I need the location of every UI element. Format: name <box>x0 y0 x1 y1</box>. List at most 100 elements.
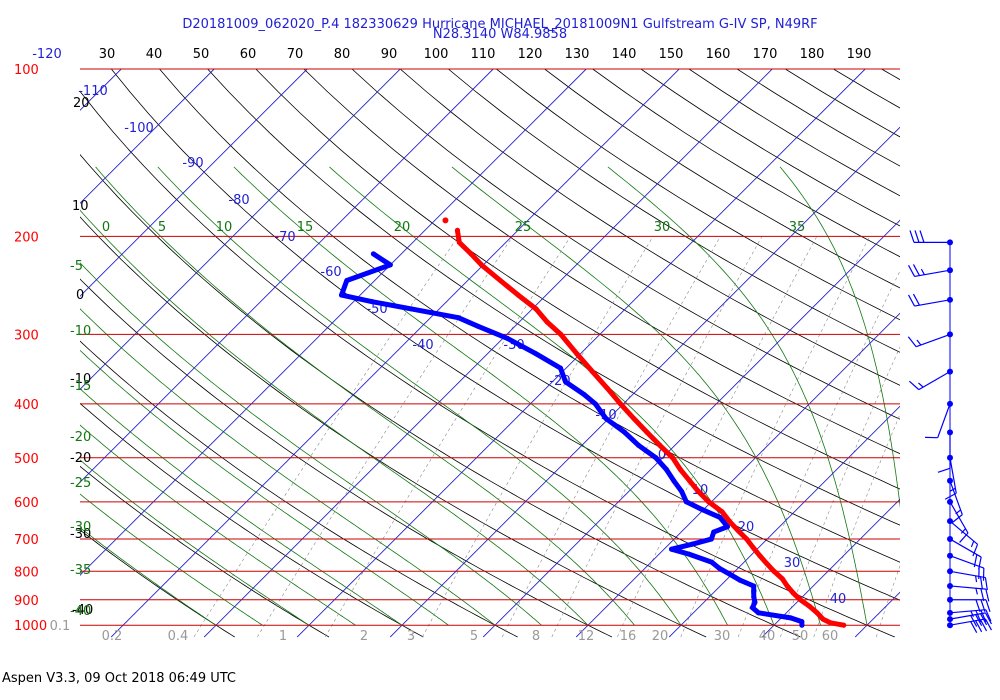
top-axis-label: 40 <box>146 47 163 62</box>
mixing-ratio-label: 2 <box>360 629 368 644</box>
moist-adiabat-line <box>80 262 542 626</box>
dewpoint-profile-point <box>636 442 642 448</box>
wind-barb <box>937 429 953 473</box>
moist-adiabat-line <box>80 493 263 626</box>
isotherm-line <box>80 69 494 483</box>
wind-barb-feather <box>907 294 916 307</box>
moist-adiabat-top-label: 0 <box>102 220 110 235</box>
mixing-ratio-line <box>922 236 1000 637</box>
mixing-ratio-line <box>617 236 818 638</box>
isotherm-line <box>80 69 401 390</box>
wind-barb-feather <box>959 532 969 543</box>
isotherm-label: -40 <box>412 338 433 353</box>
dry-adiabat-label: 20 <box>73 96 90 111</box>
dewpoint-profile-point <box>408 306 414 312</box>
isobar-label-500: 500 <box>14 452 39 467</box>
dewpoint-profile-point <box>686 551 692 557</box>
wind-barb <box>908 368 953 391</box>
moist-adiabat-top-label: 30 <box>654 220 671 235</box>
wind-barb-station-dot <box>947 239 953 246</box>
wind-barb-station-dot <box>947 622 953 629</box>
moist-adiabat-left-label: -40 <box>70 604 91 619</box>
moist-adiabat-top-label: 15 <box>297 220 314 235</box>
wind-barb <box>947 536 982 570</box>
top-axis-label: 90 <box>381 47 398 62</box>
wind-barb-station-dot <box>947 331 953 338</box>
temperature-profile-point <box>735 527 741 533</box>
dry-adiabat-line <box>736 69 900 167</box>
dry-adiabat-line <box>159 69 900 563</box>
temperature-profile-point <box>687 478 693 484</box>
wind-barb-feather <box>944 492 957 500</box>
wind-barb-half-feather <box>970 610 974 618</box>
temperature-profile-point <box>814 610 820 616</box>
temperature-profile-point <box>771 568 777 574</box>
mixing-ratio-line <box>813 413 900 638</box>
dewpoint-profile-point <box>751 589 757 595</box>
isotherm-line <box>0 69 28 637</box>
mixing-ratio-line <box>551 236 763 638</box>
dry-adiabat-label: -20 <box>70 451 91 466</box>
dewpoint-profile-point <box>668 546 674 552</box>
dewpoint-profile-point <box>751 594 757 600</box>
moist-adiabat-line <box>80 388 403 626</box>
wind-barb-staff <box>949 612 986 620</box>
wind-barb-half-feather <box>949 487 956 492</box>
wind-barb-feather <box>907 336 917 348</box>
temperature-profile-point <box>797 597 803 603</box>
moist-adiabat-line <box>607 166 868 626</box>
wind-barb-feather <box>912 293 920 306</box>
temperature-profile-point <box>784 583 790 589</box>
top-axis-label: 50 <box>193 47 210 62</box>
temperature-profile-point <box>544 319 550 325</box>
dry-adiabat-line <box>592 69 900 258</box>
moist-adiabat-line <box>80 424 356 626</box>
wind-barb-feather <box>975 614 983 626</box>
isobar-label-600: 600 <box>14 496 39 511</box>
dewpoint-profile-point <box>344 277 350 283</box>
temperature-profile-point <box>677 467 683 473</box>
moist-adiabat-line <box>95 166 635 626</box>
dry-adiabat-line <box>80 402 424 638</box>
moist-adiabat-top-label: 10 <box>216 220 233 235</box>
moist-adiabat-line <box>779 166 900 508</box>
temperature-profile-point <box>574 351 580 357</box>
wind-barb-feather <box>937 467 951 473</box>
isotherm-label: 0 <box>658 448 666 463</box>
wind-barb <box>947 552 985 581</box>
dry-adiabat-line <box>399 69 900 386</box>
dry-adiabat-line <box>496 69 900 321</box>
temperature-profile-point <box>779 576 785 582</box>
wind-barb-feather <box>970 621 978 633</box>
wind-barb-half-feather <box>916 339 922 346</box>
mixing-ratio-line <box>987 236 1000 637</box>
dewpoint-profile-point <box>533 351 539 357</box>
dewpoint-profile-point <box>724 524 730 530</box>
mixing-ratio-label: 3 <box>407 629 415 644</box>
dry-adiabat-line <box>351 69 900 420</box>
wind-barb-station-dot <box>947 596 953 603</box>
isotherm-label: -70 <box>274 230 295 245</box>
dewpoint-profile-point <box>653 455 659 461</box>
isotherm-label: 40 <box>830 592 847 607</box>
temperature-profile-point <box>807 603 813 609</box>
dry-adiabat-line <box>640 69 900 227</box>
mixing-ratio-label: 0.2 <box>102 629 123 644</box>
dry-adiabat-line <box>255 69 900 490</box>
wind-barb-half-feather <box>960 528 966 534</box>
dewpoint-profile-point <box>751 583 757 589</box>
wind-barb-feather <box>975 610 982 623</box>
wind-barb-column <box>907 230 993 633</box>
wind-barb-feather <box>985 599 991 612</box>
wind-barb-station-dot <box>947 267 953 274</box>
dewpoint-profile-point <box>557 365 563 371</box>
temperature-profile-point <box>670 455 676 461</box>
top-axis-label: 160 <box>706 47 731 62</box>
moist-adiabat-left-label: -10 <box>70 324 91 339</box>
isotherm-line <box>389 126 900 638</box>
mixing-ratio-label: 12 <box>578 629 595 644</box>
mixing-ratio-label: 8 <box>532 629 540 644</box>
isotherm-line <box>203 69 773 638</box>
dewpoint-profile-point <box>369 299 375 305</box>
